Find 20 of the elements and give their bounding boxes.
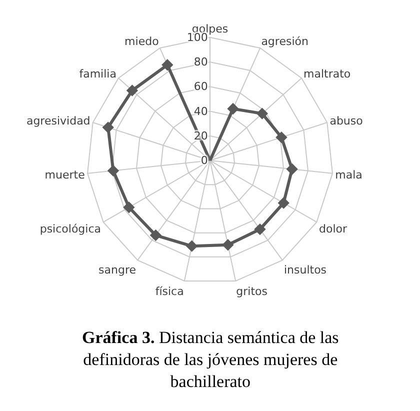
spoke-label: dolor: [319, 222, 348, 236]
spoke-label: golpes: [192, 22, 228, 36]
spoke-label: muerte: [44, 168, 86, 182]
spoke-label: mala: [335, 168, 362, 182]
spoke-label: miedo: [124, 35, 160, 48]
spoke-label: gritos: [236, 285, 268, 298]
text: Gráfica 3. Distancia semántica de las definidoras de las jóvenes mujeres de bachillerato: [82, 328, 339, 392]
spoke-label: agresividad: [26, 114, 90, 128]
y-tick-label: 80: [194, 56, 208, 69]
spoke-label: sangre: [98, 264, 136, 277]
spoke-label: abuso: [330, 114, 364, 128]
y-tick-label: 60: [194, 80, 208, 94]
spoke-label: física: [155, 285, 184, 298]
y-tick-label: 40: [194, 104, 208, 118]
spoke-label: maltrato: [304, 68, 351, 81]
spoke-label: psicológica: [40, 222, 101, 236]
spoke-label: insultos: [284, 264, 327, 277]
y-tick-label: 0: [200, 154, 208, 168]
spoke-label: familia: [79, 68, 116, 81]
spoke-label: agresión: [261, 35, 308, 48]
